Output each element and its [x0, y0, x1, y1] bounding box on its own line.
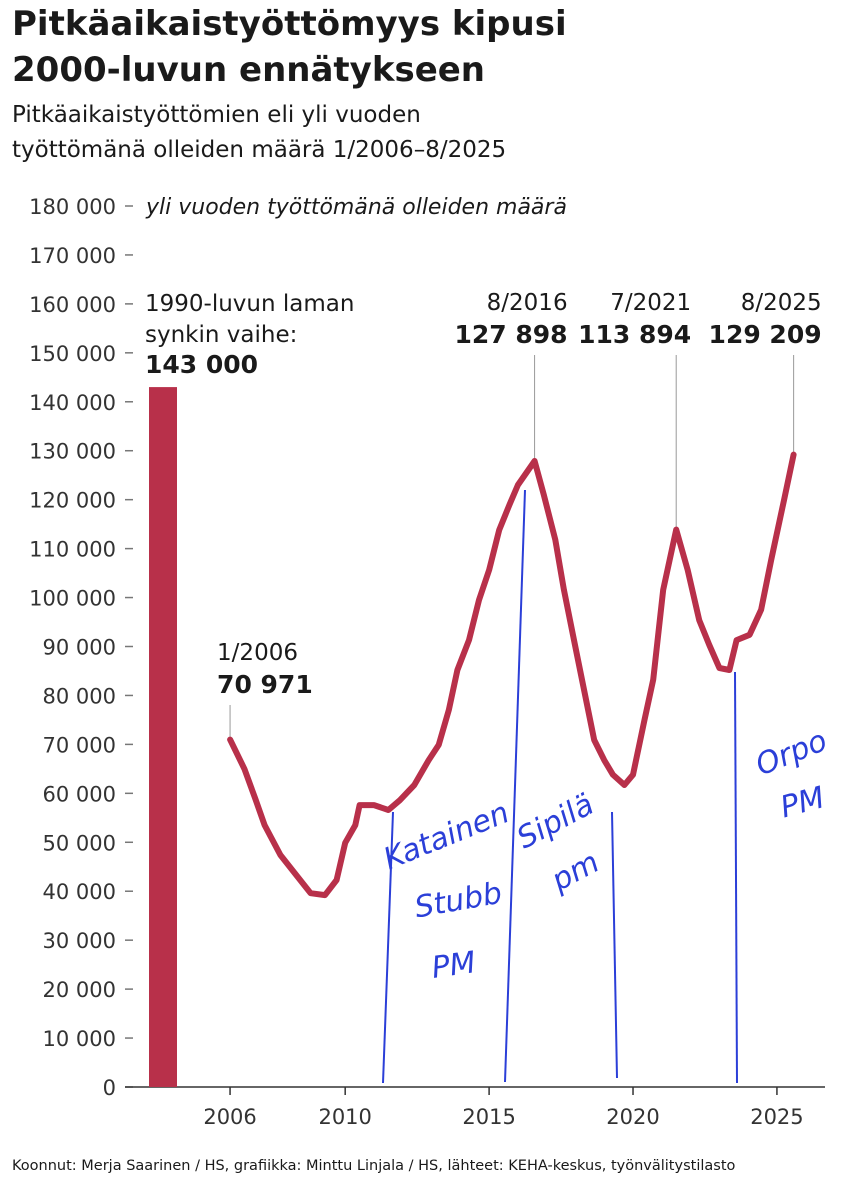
y-axis-label: yli vuoden työttömänä olleiden määrä — [145, 195, 567, 220]
handwritten-lines — [382, 489, 738, 1084]
annotation-value: 70 971 — [217, 670, 313, 699]
reference-bar — [149, 387, 177, 1087]
source: Koonnut: Merja Saarinen / HS, grafiikka:… — [12, 1158, 736, 1174]
y-tick-label: 160 000 — [29, 293, 116, 317]
handwritten-note: Stubb — [412, 876, 505, 926]
x-tick-label: 2020 — [606, 1105, 659, 1129]
hand-line — [611, 811, 618, 1079]
annotation-label: 7/2021 — [610, 290, 691, 316]
annotation-value: 129 209 — [709, 320, 822, 349]
handwritten-note: Katainen — [379, 795, 514, 877]
annotation-label: 8/2025 — [741, 290, 822, 316]
annotation-value: 113 894 — [578, 320, 691, 349]
y-tick-label: 130 000 — [29, 440, 116, 464]
y-tick-label: 90 000 — [43, 636, 116, 660]
y-tick-label: 20 000 — [43, 978, 116, 1002]
y-tick-label: 170 000 — [29, 244, 116, 268]
y-tick-label: 0 — [103, 1076, 116, 1100]
handwritten-note: pm — [545, 845, 605, 899]
reference-value: 143 000 — [145, 350, 258, 379]
chart-subtitle: Pitkäaikaistyöttömien eli yli vuoden — [12, 102, 421, 128]
y-tick-label: 30 000 — [43, 929, 116, 953]
series-line — [227, 451, 797, 899]
y-tick-label: 70 000 — [43, 733, 116, 757]
y-tick-label: 80 000 — [43, 684, 116, 708]
hand-line — [382, 811, 394, 1084]
annotation-value: 127 898 — [455, 320, 568, 349]
reference-label: 1990-luvun laman — [145, 291, 354, 317]
y-tick-label: 10 000 — [43, 1027, 116, 1051]
x-tick-label: 2025 — [750, 1105, 803, 1129]
y-tick-label: 140 000 — [29, 391, 116, 415]
x-tick-label: 2006 — [203, 1105, 256, 1129]
handwritten-note: PM — [777, 780, 829, 825]
x-tick-label: 2015 — [462, 1105, 515, 1129]
reference-label: synkin vaihe: — [145, 322, 297, 348]
x-tick-label: 2010 — [318, 1105, 371, 1129]
chart-subtitle: työttömänä olleiden määrä 1/2006–8/2025 — [12, 137, 506, 163]
y-tick-label: 110 000 — [29, 538, 116, 562]
y-tick-label: 50 000 — [43, 831, 116, 855]
y-tick-label: 100 000 — [29, 587, 116, 611]
handwritten-note: Orpo — [751, 723, 832, 783]
hand-line — [504, 489, 526, 1083]
y-tick-label: 60 000 — [43, 782, 116, 806]
y-tick-label: 180 000 — [29, 195, 116, 219]
y-tick-label: 120 000 — [29, 489, 116, 513]
y-tick-label: 150 000 — [29, 342, 116, 366]
annotation-label: 1/2006 — [217, 640, 298, 666]
chart-title: Pitkäaikaistyöttömyys kipusi — [12, 4, 567, 44]
annotation-label: 8/2016 — [487, 290, 568, 316]
handwritten-note: PM — [429, 945, 478, 986]
y-tick-label: 40 000 — [43, 880, 116, 904]
hand-line — [734, 671, 738, 1084]
chart-title: 2000-luvun ennätykseen — [12, 50, 485, 90]
